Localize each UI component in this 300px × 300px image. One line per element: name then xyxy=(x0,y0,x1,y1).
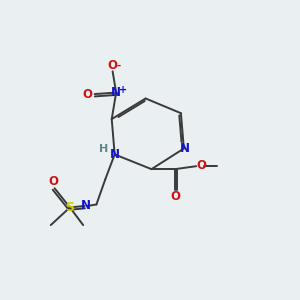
Text: -: - xyxy=(117,61,121,70)
Text: O: O xyxy=(82,88,93,100)
Text: H: H xyxy=(99,143,108,154)
Text: O: O xyxy=(170,190,180,203)
Text: O: O xyxy=(48,175,58,188)
Text: S: S xyxy=(65,201,74,214)
Text: +: + xyxy=(118,85,127,94)
Text: N: N xyxy=(180,142,190,155)
Text: N: N xyxy=(110,148,120,161)
Text: N: N xyxy=(111,86,121,99)
Text: O: O xyxy=(196,159,206,172)
Text: O: O xyxy=(108,59,118,72)
Text: N: N xyxy=(81,200,91,212)
